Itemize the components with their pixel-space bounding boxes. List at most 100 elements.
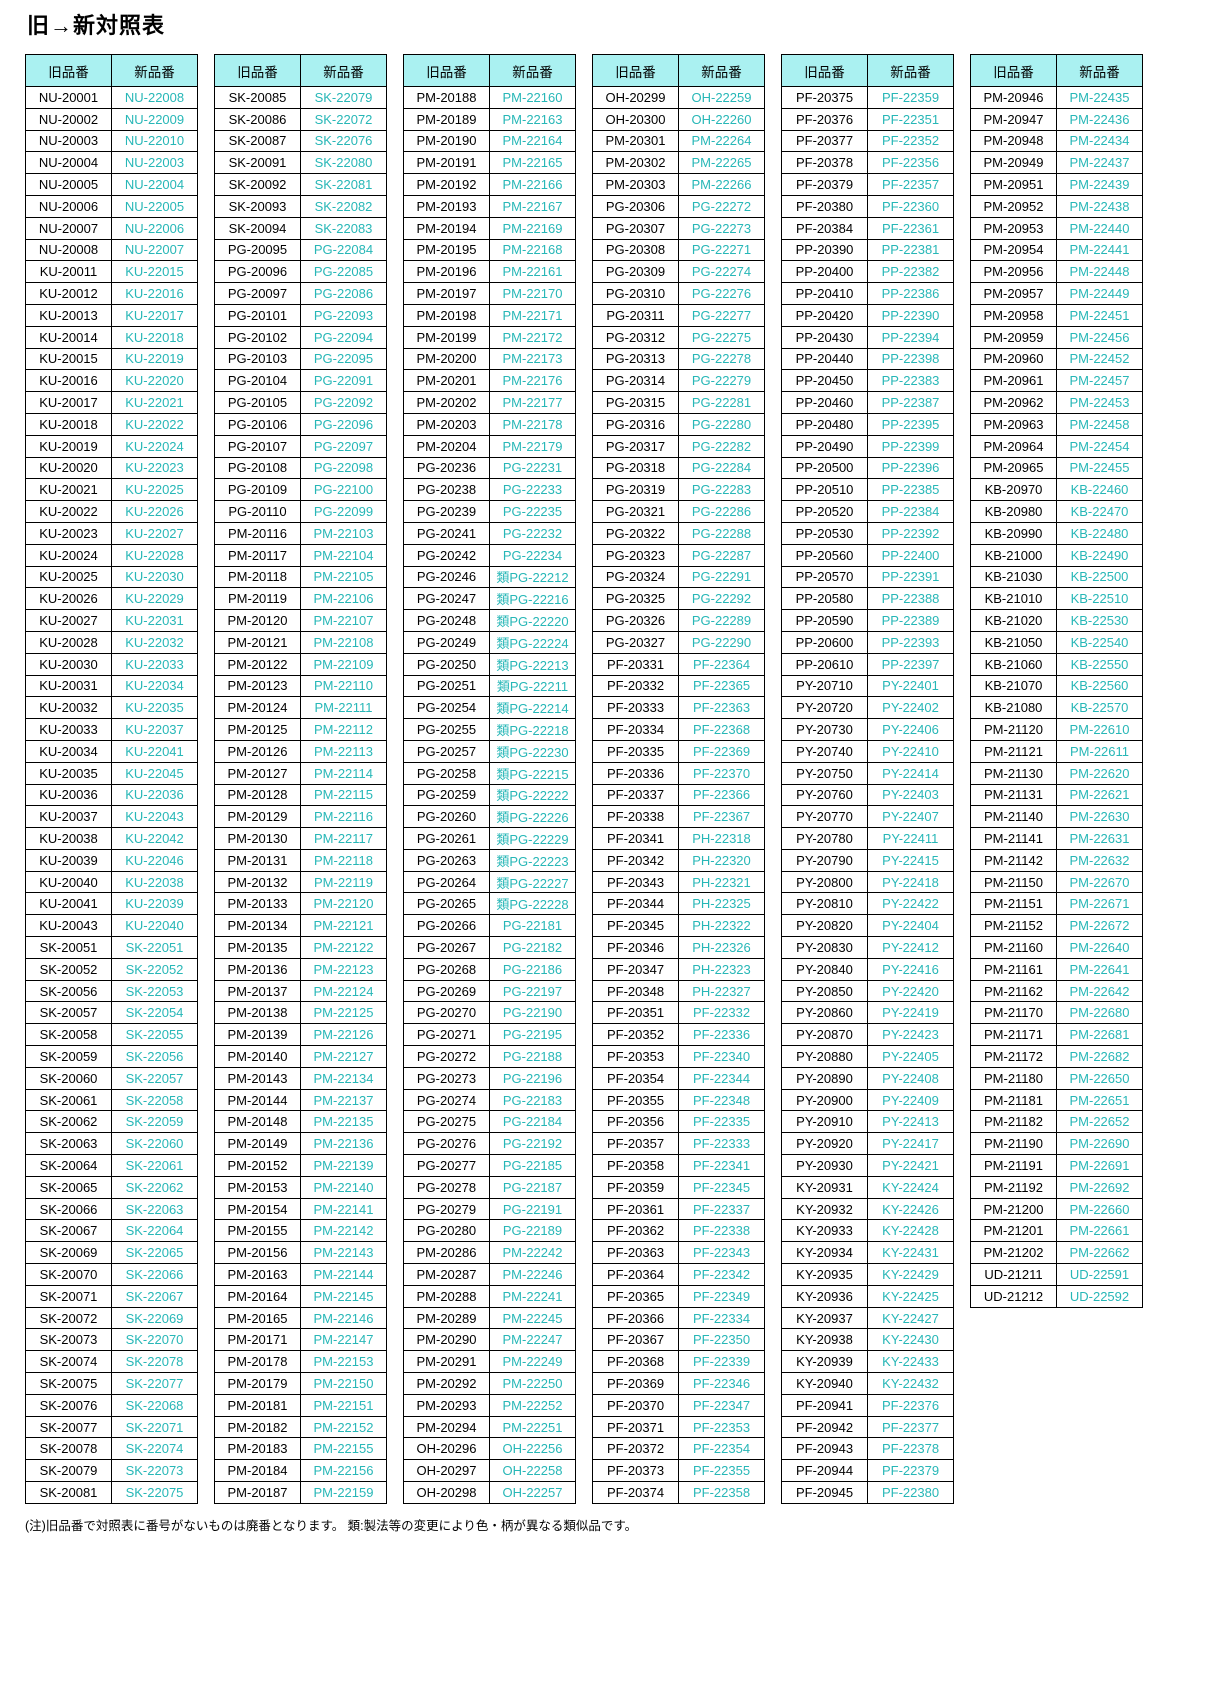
table-row: PG-20315 PG-22281 <box>592 391 765 414</box>
new-part-number: SK-22063 <box>111 1197 198 1221</box>
table-row: PG-20107 PG-22097 <box>214 434 387 458</box>
new-part-number: PF-22378 <box>867 1437 954 1461</box>
old-part-number: KU-20019 <box>25 434 112 458</box>
table-row: PM-20193 PM-22167 <box>403 194 576 218</box>
new-part-number: PG-22100 <box>300 478 387 502</box>
new-part-number: UD-22591 <box>1056 1263 1143 1286</box>
new-part-number: PF-22356 <box>867 151 954 175</box>
new-part-number: KU-22040 <box>111 914 198 938</box>
new-part-number: PM-22251 <box>489 1415 576 1439</box>
new-part-number: PY-22404 <box>867 914 954 938</box>
old-part-number: NU-20008 <box>25 238 112 262</box>
new-part-number: PM-22264 <box>678 129 765 153</box>
new-part-number: PH-22318 <box>678 827 765 850</box>
new-part-number: SK-22072 <box>300 107 387 131</box>
old-part-number: KU-20026 <box>25 587 112 611</box>
old-part-number: PM-20125 <box>214 718 301 741</box>
new-part-number: 類PG-22211 <box>489 674 576 698</box>
table-row: PM-20131 PM-22118 <box>214 848 387 872</box>
new-part-number: NU-22008 <box>111 86 198 109</box>
new-part-number: PF-22349 <box>678 1284 765 1308</box>
table-row: KU-20028 KU-22032 <box>25 630 198 654</box>
table-row: SK-20086 SK-22072 <box>214 107 387 131</box>
table-row: PM-20964 PM-22454 <box>970 434 1143 458</box>
old-part-number: PY-20780 <box>781 827 868 850</box>
old-part-number: PG-20274 <box>403 1088 490 1112</box>
old-part-number: PM-21121 <box>970 739 1057 763</box>
old-part-number: PM-20948 <box>970 129 1057 153</box>
table-row: PM-20953 PM-22440 <box>970 216 1143 240</box>
new-part-number: PF-22369 <box>678 739 765 763</box>
old-part-number: SK-20093 <box>214 194 301 218</box>
table-row: PP-20520 PP-22384 <box>781 500 954 523</box>
old-part-number: PG-20095 <box>214 238 301 262</box>
old-part-number: KU-20038 <box>25 827 112 850</box>
table-row: PY-20790 PY-22415 <box>781 848 954 872</box>
old-part-number: PM-20193 <box>403 194 490 218</box>
old-part-number: OH-20298 <box>403 1481 490 1504</box>
conversion-table: 旧品番 新品番 PF-20375 PF-22359 PF-20376 PF-22351 PF… <box>781 54 954 1504</box>
table-row: PY-20710 PY-22401 <box>781 674 954 698</box>
new-part-number: KU-22017 <box>111 303 198 327</box>
old-part-number: PY-20900 <box>781 1088 868 1112</box>
table-row: NU-20007 NU-22006 <box>25 216 198 240</box>
table-row: PG-20277 PG-22185 <box>403 1154 576 1177</box>
new-part-number: SK-22067 <box>111 1284 198 1308</box>
new-part-number: PG-22233 <box>489 478 576 502</box>
table-row: PF-20358 PF-22341 <box>592 1154 765 1177</box>
old-part-number: PP-20430 <box>781 325 868 349</box>
new-part-number: PG-22279 <box>678 369 765 393</box>
old-part-number: OH-20296 <box>403 1437 490 1461</box>
old-part-number: PP-20570 <box>781 565 868 589</box>
table-row: PP-20490 PP-22399 <box>781 434 954 458</box>
new-part-number: PM-22136 <box>300 1132 387 1156</box>
table-row: PM-20302 PM-22265 <box>592 151 765 175</box>
new-part-number: 類PG-22214 <box>489 696 576 720</box>
table-row: PM-20199 PM-22172 <box>403 325 576 349</box>
old-part-number: SK-20073 <box>25 1328 112 1352</box>
new-part-number: SK-22078 <box>111 1350 198 1374</box>
new-part-number: PG-22188 <box>489 1045 576 1068</box>
old-part-number: SK-20079 <box>25 1459 112 1482</box>
table-row: PG-20311 PG-22277 <box>592 303 765 327</box>
old-part-number: PM-20127 <box>214 761 301 785</box>
new-part-number: KY-22424 <box>867 1175 954 1199</box>
new-part-number: OH-22258 <box>489 1459 576 1482</box>
old-part-number: PG-20318 <box>592 456 679 480</box>
table-row: PP-20390 PP-22381 <box>781 238 954 262</box>
table-row: PM-20152 PM-22139 <box>214 1154 387 1177</box>
table-row: PM-21130 PM-22620 <box>970 761 1143 785</box>
table-row: SK-20078 SK-22074 <box>25 1437 198 1461</box>
table-row: KU-20015 KU-22019 <box>25 347 198 371</box>
table-row: PG-20247 類PG-22216 <box>403 587 576 611</box>
new-part-number: PM-22107 <box>300 609 387 632</box>
table-row: PM-20290 PM-22247 <box>403 1328 576 1352</box>
old-part-number: PG-20104 <box>214 369 301 393</box>
new-part-number: PM-22160 <box>489 86 576 109</box>
table-row: PF-20378 PF-22356 <box>781 151 954 175</box>
new-part-number: 類PG-22224 <box>489 630 576 654</box>
new-part-number: PM-22173 <box>489 347 576 371</box>
new-part-number: PG-22097 <box>300 434 387 458</box>
table-row: KU-20021 KU-22025 <box>25 478 198 502</box>
new-part-number: PM-22247 <box>489 1328 576 1352</box>
old-part-number: PM-20132 <box>214 870 301 894</box>
table-row: PM-20122 PM-22109 <box>214 652 387 676</box>
old-part-number: PF-20379 <box>781 173 868 196</box>
new-part-number: PM-22436 <box>1056 107 1143 131</box>
old-part-number: PP-20450 <box>781 369 868 393</box>
table-row: KB-20970 KB-22460 <box>970 478 1143 502</box>
table-row: KU-20033 KU-22037 <box>25 718 198 741</box>
old-part-number: SK-20063 <box>25 1132 112 1156</box>
old-part-number: PP-20500 <box>781 456 868 480</box>
table-row: PM-21142 PM-22632 <box>970 848 1143 872</box>
table-row: PY-20840 PY-22416 <box>781 957 954 981</box>
table-row: SK-20094 SK-22083 <box>214 216 387 240</box>
new-part-number: PY-22422 <box>867 892 954 916</box>
table-row: PG-20275 PG-22184 <box>403 1110 576 1134</box>
old-part-number: PF-20359 <box>592 1175 679 1199</box>
new-part-number: KB-22490 <box>1056 543 1143 567</box>
old-part-number: PM-20121 <box>214 630 301 654</box>
old-part-number: PY-20790 <box>781 848 868 872</box>
table-row: PM-20154 PM-22141 <box>214 1197 387 1221</box>
